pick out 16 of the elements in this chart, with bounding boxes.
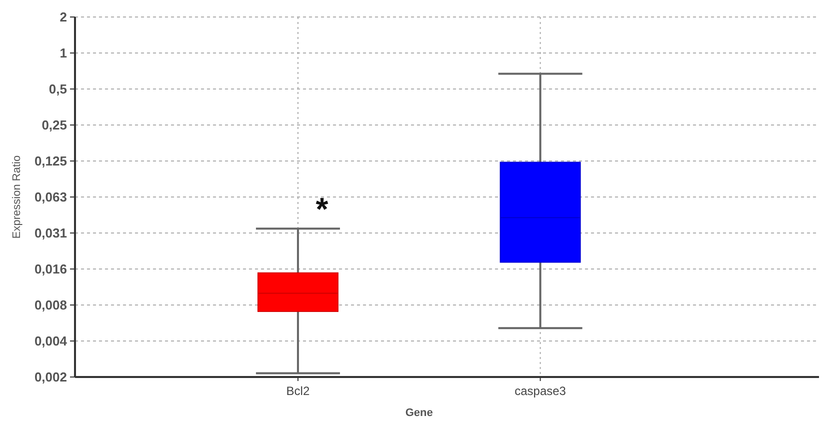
y-tick-label: 0,002 bbox=[34, 370, 67, 385]
y-tick-label: 0,004 bbox=[34, 334, 68, 349]
annotation: * bbox=[316, 190, 329, 227]
x-axis-title: Gene bbox=[405, 407, 433, 419]
y-tick-label: 0,016 bbox=[34, 262, 67, 277]
x-tick-label: caspase3 bbox=[514, 384, 566, 398]
y-tick-label: 0,008 bbox=[34, 298, 67, 313]
y-tick-label: 0,25 bbox=[42, 118, 67, 133]
y-tick-label: 2 bbox=[60, 10, 67, 25]
y-axis-title: Expression Ratio bbox=[11, 155, 23, 239]
y-tick-label: 1 bbox=[60, 46, 67, 61]
y-tick-label: 0,5 bbox=[48, 82, 67, 97]
y-tick-label: 0,125 bbox=[34, 154, 67, 169]
y-tick-label: 0,031 bbox=[34, 226, 67, 241]
y-tick-label: 0,063 bbox=[34, 190, 67, 205]
x-tick-label: Bcl2 bbox=[286, 384, 310, 398]
